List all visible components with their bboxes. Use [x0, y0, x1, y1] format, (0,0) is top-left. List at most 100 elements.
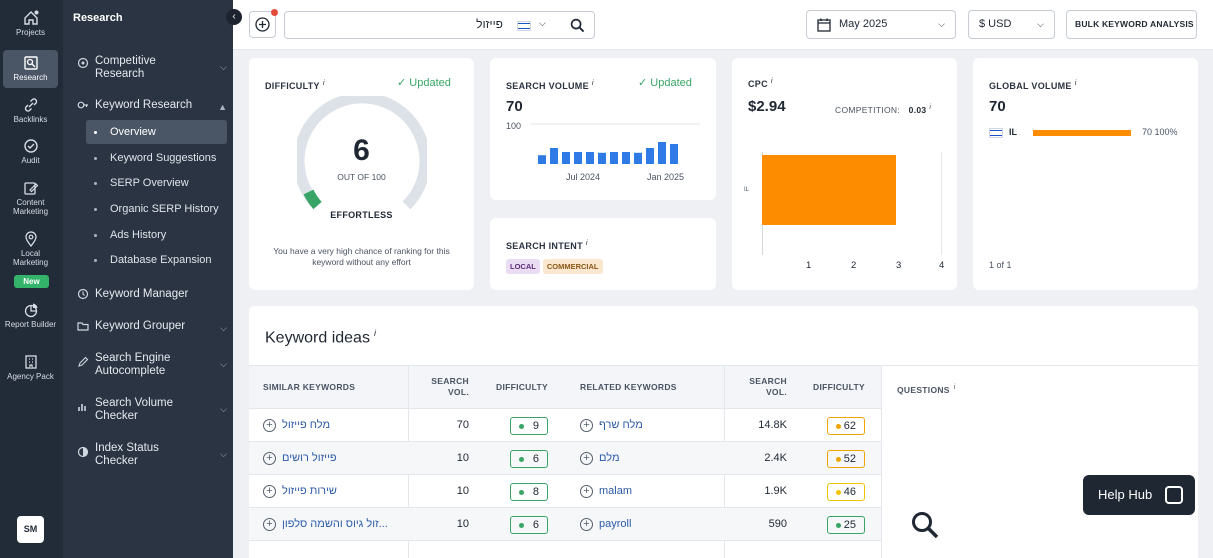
avatar[interactable]: SM	[17, 516, 44, 543]
chevron-down-icon: ⌵	[220, 404, 227, 414]
similar-keyword-link[interactable]: מלח פייזול	[282, 419, 331, 431]
nav-group-search-volume-checker[interactable]: Search Volume Checker ⌵	[77, 397, 227, 423]
date-value: May 2025	[839, 18, 888, 30]
date-select[interactable]: May 2025 ⌵	[806, 10, 956, 39]
add-keyword-icon[interactable]: +	[580, 484, 593, 498]
similar-keyword-link[interactable]: פייזול רושים	[282, 452, 337, 464]
nav-group-competitive-research[interactable]: Competitive Research ⌵	[77, 55, 227, 81]
nav-group-keyword-research[interactable]: Keyword Research ▲	[77, 99, 227, 112]
nav-sub-overview[interactable]: Overview	[86, 120, 227, 144]
similar-difficulty-badge: 9	[510, 417, 548, 435]
rail-report-builder-label: Report Builder	[4, 320, 57, 329]
add-keyword-icon[interactable]: +	[580, 517, 593, 531]
add-keyword-icon[interactable]: +	[580, 451, 593, 465]
difficulty-label: DIFFICULTY i	[265, 78, 325, 91]
rail-agency-pack[interactable]: Agency Pack	[3, 354, 58, 392]
nav-sub-label: Organic SERP History	[110, 203, 219, 215]
cpc-card: CPC i $2.94 COMPETITION: 0.03 i IL 1 2 3 4	[732, 58, 957, 290]
chevron-down-icon: ⌵	[1037, 19, 1044, 29]
nav-group-keyword-manager[interactable]: Keyword Manager	[77, 288, 227, 301]
search-volume-label: SEARCH VOLUME i	[506, 78, 594, 91]
index-icon	[77, 446, 89, 458]
nav-group-label: Keyword Manager	[95, 288, 189, 300]
related-keyword-cell: + מלח שרף	[580, 409, 720, 442]
search-volume-updated: ✓ Updated	[638, 77, 692, 89]
nav-group-index-status-checker[interactable]: Index Status Checker ⌵	[77, 442, 227, 468]
difficulty-dot	[836, 523, 841, 528]
table-row: + ...זול גיוס והשמה סלפון 10 6 + payroll 590 25	[249, 508, 881, 541]
collapse-sidebar-button[interactable]: ‹	[226, 9, 242, 25]
keyword-ideas-header: SIMILAR KEYWORDS SEARCH VOL. DIFFICULTY R…	[249, 365, 881, 409]
manager-icon	[77, 288, 89, 300]
cpc-bar-label: IL	[744, 187, 750, 193]
rail-report-builder[interactable]: Report Builder	[3, 302, 58, 340]
help-hub-button[interactable]: Help Hub	[1083, 475, 1195, 515]
report-icon	[24, 303, 37, 318]
nav-sub-database-expansion[interactable]: Database Expansion	[86, 248, 227, 272]
keyword-search: ⌵	[284, 11, 595, 39]
add-keyword-icon[interactable]: +	[580, 418, 593, 432]
add-keyword-icon[interactable]: +	[263, 517, 276, 531]
link-icon	[24, 98, 37, 112]
bulk-keyword-analysis-button[interactable]: BULK KEYWORD ANALYSIS	[1066, 10, 1197, 39]
chevron-down-icon[interactable]: ⌵	[539, 18, 546, 28]
search-intent-tags: LOCAL COMMERCIAL	[506, 258, 606, 274]
chart-bar	[646, 148, 654, 164]
bars-icon	[78, 404, 86, 411]
difficulty-dot	[519, 457, 524, 462]
search-volume-tick-1: Jul 2024	[566, 172, 601, 182]
related-keyword-link[interactable]: payroll	[599, 518, 632, 530]
similar-keyword-link[interactable]: שירות פייזול	[282, 485, 337, 497]
similar-keyword-cell: + ...זול גיוס והשמה סלפון	[263, 508, 403, 541]
pencil-icon	[78, 356, 89, 367]
global-volume-label: GLOBAL VOLUME i	[989, 78, 1077, 91]
nav-group-autocomplete[interactable]: Search Engine Autocomplete ⌵	[77, 352, 227, 378]
questions-header: QUESTIONS i	[897, 383, 956, 395]
icon-rail: Projects Research Backlinks Audit Conten…	[0, 0, 63, 558]
rail-projects[interactable]: Projects	[3, 10, 58, 42]
nav-sub-organic-serp-history[interactable]: Organic SERP History	[86, 197, 227, 221]
home-icon	[23, 10, 38, 25]
search-input[interactable]	[293, 17, 503, 31]
rail-agency-pack-label: Agency Pack	[7, 372, 54, 381]
similar-keyword-link[interactable]: ...זול גיוס והשמה סלפון	[282, 518, 388, 530]
add-button[interactable]	[249, 9, 278, 38]
related-difficulty-badge: 52	[827, 450, 865, 468]
add-keyword-icon[interactable]: +	[263, 451, 276, 465]
rail-local-marketing[interactable]: Local Marketing	[3, 231, 58, 269]
competition-value: 0.03	[908, 104, 927, 115]
rail-local-marketing-label: Local Marketing	[12, 249, 49, 267]
rail-content-marketing[interactable]: Content Marketing	[3, 180, 58, 218]
rail-audit[interactable]: Audit	[3, 138, 58, 166]
related-keyword-link[interactable]: מלח שרף	[599, 419, 643, 431]
help-icon	[1165, 486, 1183, 504]
rail-backlinks[interactable]: Backlinks	[3, 97, 58, 125]
check-icon: ✓	[397, 77, 407, 89]
add-keyword-icon[interactable]: +	[263, 484, 276, 498]
rail-research[interactable]: Research	[3, 50, 58, 88]
difficulty-dot	[519, 490, 524, 495]
related-difficulty-header: DIFFICULTY	[813, 382, 865, 392]
currency-select[interactable]: $ USD ⌵	[968, 10, 1055, 39]
related-keyword-link[interactable]: מלם	[599, 452, 620, 464]
cpc-bar	[762, 155, 896, 225]
nav-sub-keyword-suggestions[interactable]: Keyword Suggestions	[86, 146, 227, 170]
chevron-down-icon: ⌵	[220, 449, 227, 459]
global-volume-value: 70	[989, 98, 1006, 115]
global-volume-country: IL	[1009, 127, 1017, 137]
similar-keywords-header: SIMILAR KEYWORDS	[263, 382, 356, 392]
nav-sub-serp-overview[interactable]: SERP Overview	[86, 171, 227, 195]
rail-content-marketing-label: Content Marketing	[12, 198, 49, 216]
related-vol-header: SEARCH VOL.	[749, 376, 787, 397]
table-row: + שירות פייזול 10 8 + malam 1.9K 46	[249, 475, 881, 508]
israel-flag-icon[interactable]	[517, 21, 531, 31]
related-keyword-cell: + malam	[580, 475, 720, 508]
nav-sub-ads-history[interactable]: Ads History	[86, 223, 227, 247]
chart-bar	[598, 152, 606, 164]
nav-group-keyword-grouper[interactable]: Keyword Grouper ⌵	[77, 320, 227, 333]
search-volume-axis-max: 100	[506, 121, 522, 131]
search-volume-card: SEARCH VOLUME i ✓ Updated 70 100 Jul 2024…	[490, 58, 716, 200]
related-keyword-link[interactable]: malam	[599, 485, 633, 497]
search-icon[interactable]	[570, 18, 585, 33]
add-keyword-icon[interactable]: +	[263, 418, 276, 432]
